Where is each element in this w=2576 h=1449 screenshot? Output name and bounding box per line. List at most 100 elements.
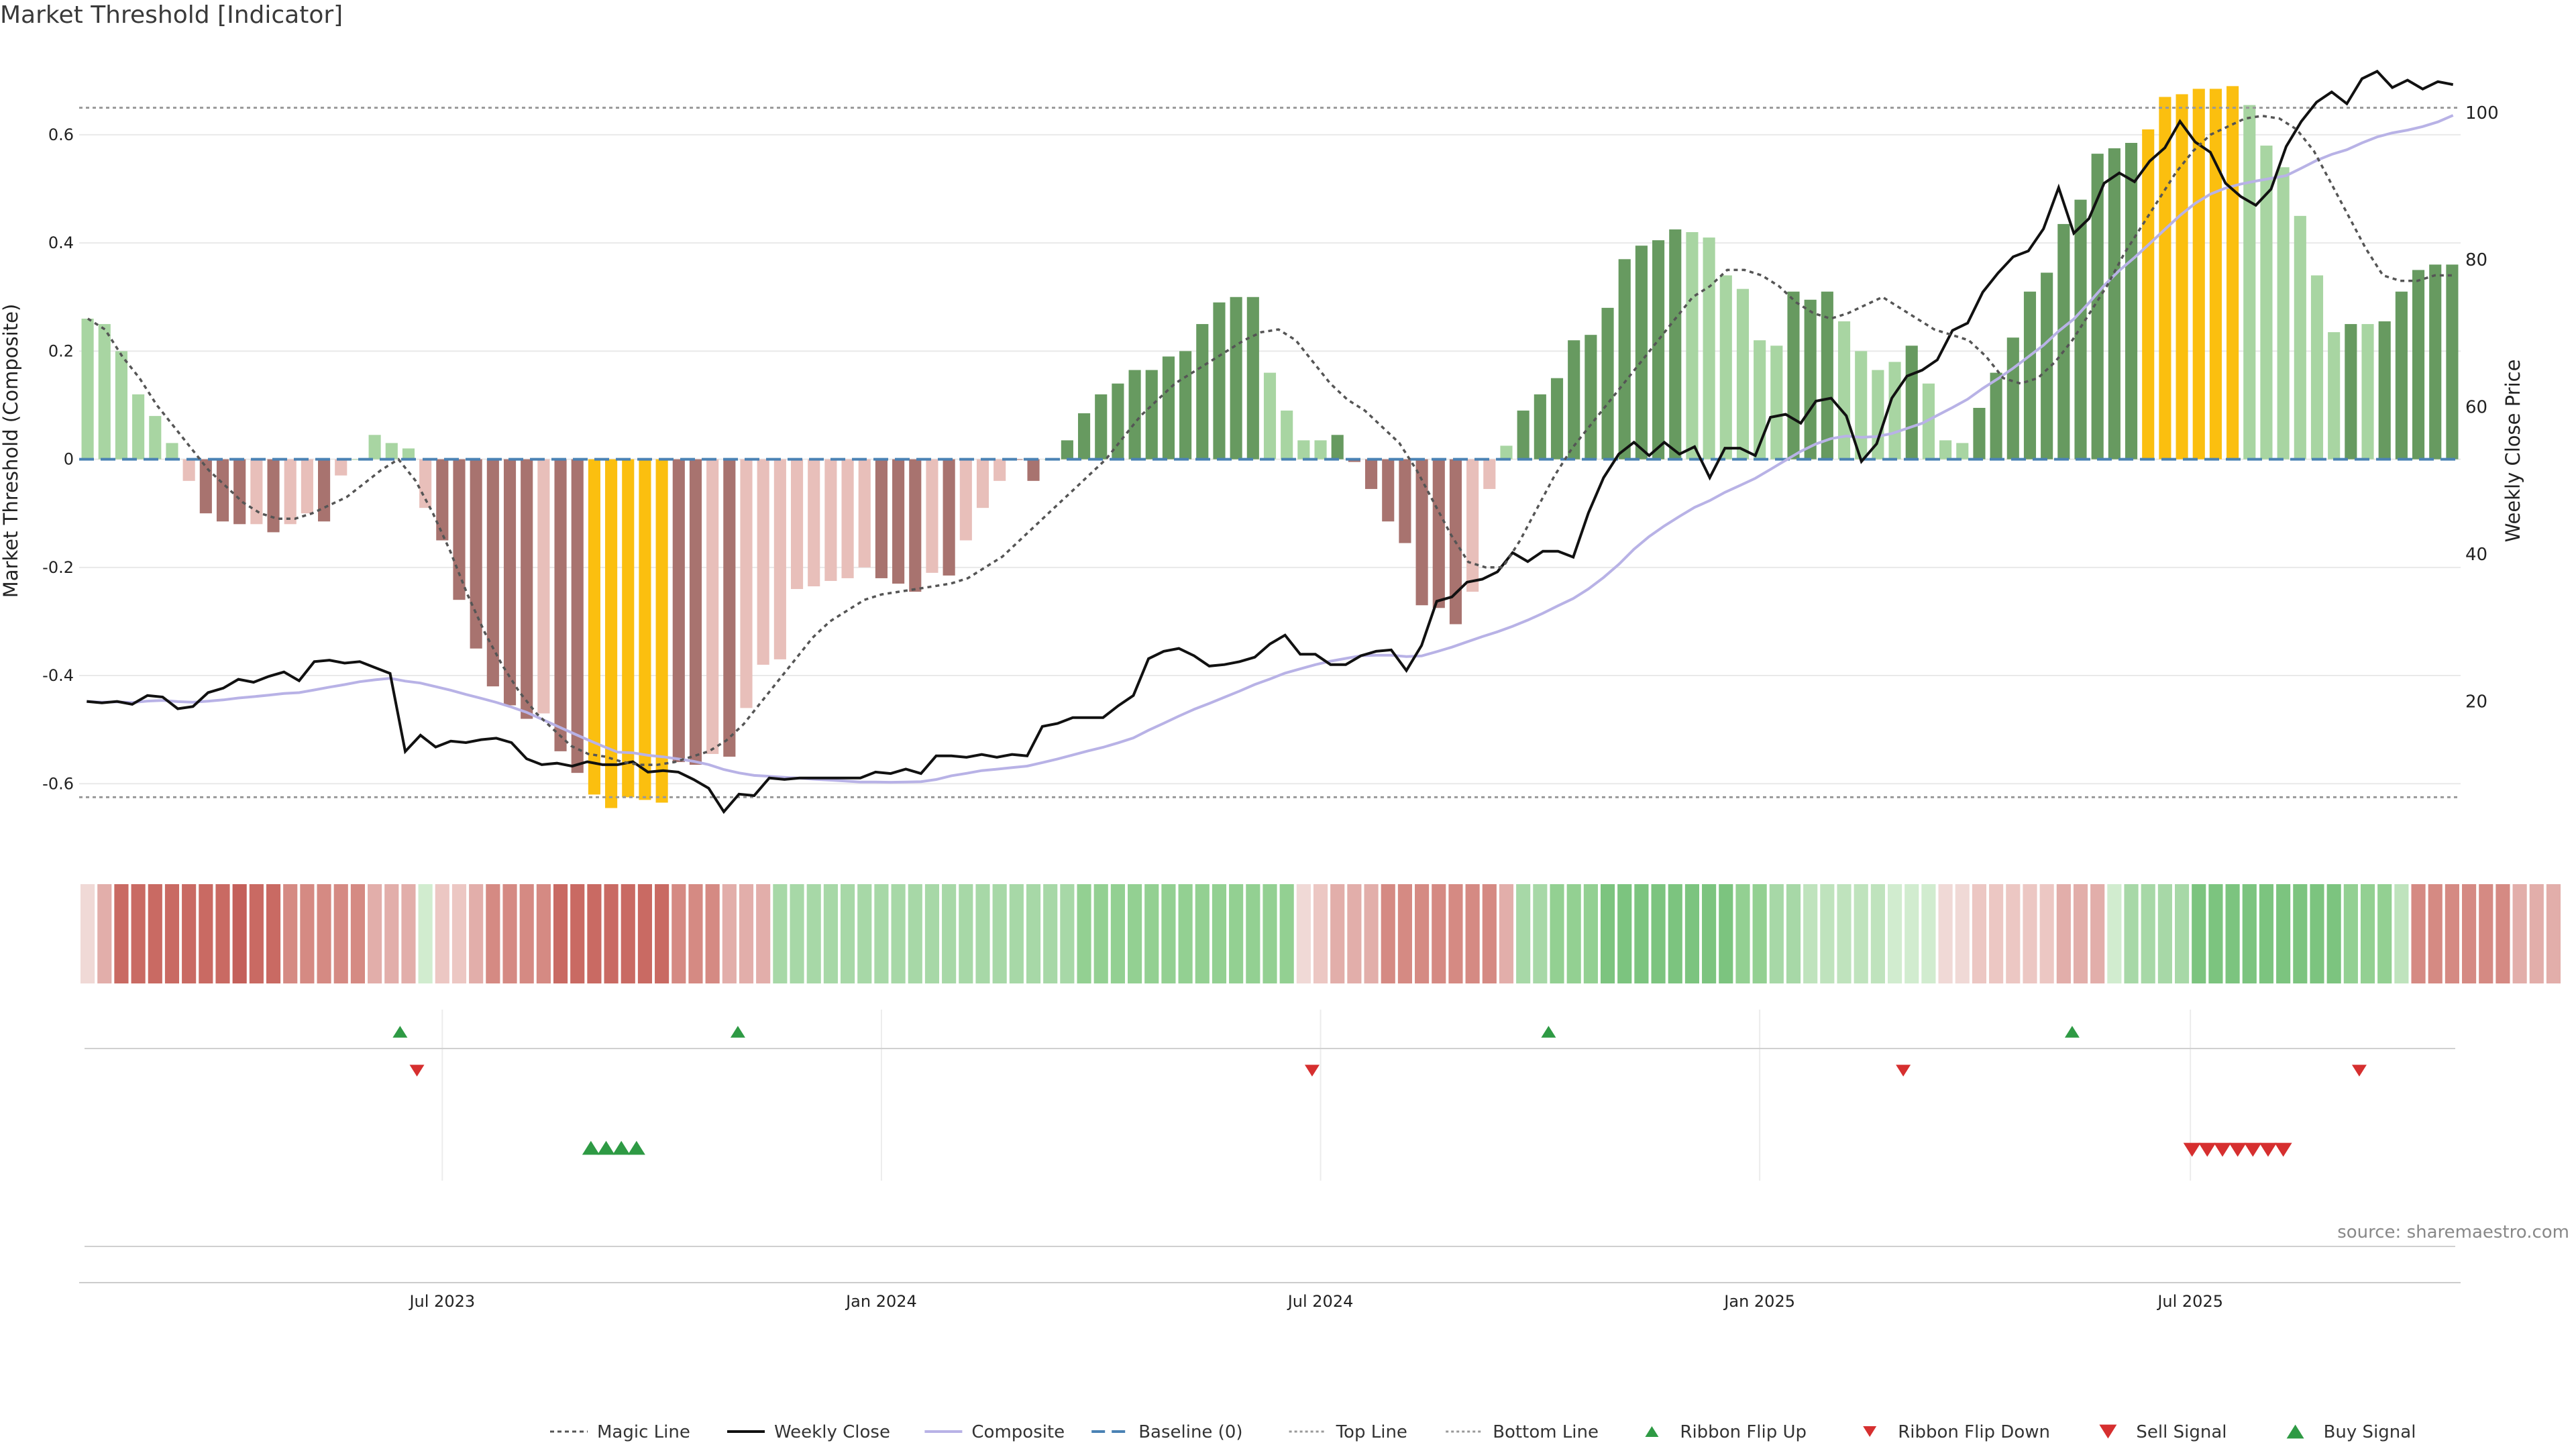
ribbon-segment bbox=[2546, 884, 2561, 983]
y-right-tick-label: 40 bbox=[2465, 545, 2487, 565]
ribbon-segment bbox=[1735, 884, 1750, 983]
composite-bar bbox=[605, 459, 618, 808]
composite-bar bbox=[2345, 324, 2357, 460]
ribbon-segment bbox=[2157, 884, 2172, 983]
x-tick-label: Jul 2023 bbox=[408, 1292, 475, 1311]
ribbon-segment bbox=[418, 884, 433, 983]
ribbon-flip-up-marker bbox=[392, 1026, 408, 1038]
composite-bar bbox=[1179, 351, 1192, 460]
composite-bar bbox=[1635, 246, 1648, 460]
composite-bar bbox=[689, 459, 702, 765]
ribbon-segment bbox=[823, 884, 838, 983]
ribbon-segment bbox=[553, 884, 568, 983]
composite-bar bbox=[2378, 321, 2391, 460]
composite-bar bbox=[301, 459, 313, 514]
ribbon-segment bbox=[1195, 884, 1210, 983]
ribbon-segment bbox=[1026, 884, 1041, 983]
ribbon-segment bbox=[1938, 884, 1953, 983]
legend-label: Magic Line bbox=[597, 1422, 690, 1442]
legend-label: Ribbon Flip Down bbox=[1898, 1422, 2050, 1442]
ribbon-segment bbox=[1263, 884, 1277, 983]
composite-bar bbox=[790, 459, 804, 590]
ribbon-segment bbox=[942, 884, 957, 983]
composite-bar bbox=[250, 459, 263, 525]
ribbon-segment bbox=[2259, 884, 2274, 983]
composite-bar bbox=[909, 459, 922, 592]
source-credit: source: sharemaestro.com bbox=[2337, 1222, 2569, 1242]
ribbon-segment bbox=[1803, 884, 1818, 983]
ribbon-segment bbox=[2377, 884, 2392, 983]
composite-bar bbox=[1754, 340, 1766, 460]
composite-bar bbox=[2057, 223, 2070, 460]
ribbon-segment bbox=[1684, 884, 1700, 983]
y-right-tick-label: 20 bbox=[2465, 692, 2487, 712]
ribbon-segment bbox=[536, 884, 551, 983]
ribbon-flip-down-marker bbox=[1896, 1065, 1911, 1077]
composite-bar bbox=[2041, 272, 2053, 460]
ribbon-segment bbox=[2512, 884, 2527, 983]
composite-bar bbox=[1585, 335, 1597, 460]
legend-label: Ribbon Flip Up bbox=[1680, 1422, 1807, 1442]
ribbon-segment bbox=[2310, 884, 2324, 983]
ribbon-segment bbox=[874, 884, 889, 983]
composite-bar bbox=[1669, 229, 1682, 460]
ribbon-segment bbox=[1397, 884, 1412, 983]
ribbon-segment bbox=[131, 884, 146, 983]
ribbon-flip-down-marker bbox=[2351, 1065, 2367, 1077]
composite-bar bbox=[1230, 297, 1242, 460]
composite-bar bbox=[1855, 351, 1868, 460]
ribbon-segment bbox=[621, 884, 635, 983]
composite-bar bbox=[1568, 340, 1580, 460]
y-right-tick-label: 60 bbox=[2465, 398, 2487, 418]
composite-bar bbox=[503, 459, 517, 706]
ribbon-segment bbox=[1870, 884, 1885, 983]
composite-line bbox=[87, 114, 2454, 784]
composite-bar bbox=[943, 459, 955, 576]
composite-bar bbox=[1246, 297, 1259, 460]
ribbon-segment bbox=[1077, 884, 1091, 983]
composite-bar bbox=[436, 459, 449, 541]
ribbon-segment bbox=[80, 884, 95, 983]
composite-bar bbox=[1905, 345, 1918, 460]
ribbon-flip-up-marker bbox=[2064, 1026, 2080, 1038]
sell-signal-marker bbox=[2198, 1142, 2216, 1157]
ribbon-segment bbox=[1279, 884, 1294, 983]
ribbon-segment bbox=[1550, 884, 1564, 983]
ribbon-segment bbox=[2242, 884, 2257, 983]
ribbon-segment bbox=[1009, 884, 1024, 983]
composite-bar bbox=[1213, 302, 1226, 460]
sell-signal-marker bbox=[2259, 1142, 2277, 1157]
composite-bar bbox=[2091, 154, 2104, 460]
ribbon-segment bbox=[232, 884, 247, 983]
ribbon-segment bbox=[1330, 884, 1345, 983]
ribbon-segment bbox=[2225, 884, 2240, 983]
composite-bar bbox=[1517, 411, 1529, 460]
composite-bar bbox=[335, 459, 347, 476]
composite-bar bbox=[2142, 129, 2155, 460]
ribbon-segment bbox=[1820, 884, 1835, 983]
buy-signal-marker bbox=[627, 1140, 645, 1155]
legend-label: Baseline (0) bbox=[1138, 1422, 1242, 1442]
ribbon-segment bbox=[350, 884, 365, 983]
composite-bar bbox=[2395, 291, 2408, 460]
legend-sell-swatch bbox=[2099, 1424, 2117, 1439]
composite-bar bbox=[1719, 275, 1732, 460]
legend-item-composite: Composite bbox=[924, 1422, 1065, 1442]
ribbon-segment bbox=[1533, 884, 1548, 983]
ribbon-segment bbox=[857, 884, 872, 983]
ribbon-segment bbox=[1651, 884, 1666, 983]
legend-item-baseline: Baseline (0) bbox=[1091, 1422, 1243, 1442]
ribbon-segment bbox=[317, 884, 331, 983]
composite-bar bbox=[1483, 459, 1496, 489]
buy-signal-marker bbox=[582, 1140, 600, 1155]
ribbon-segment bbox=[570, 884, 585, 983]
composite-bar bbox=[2361, 324, 2374, 460]
composite-bar bbox=[2108, 148, 2121, 460]
ribbon-segment bbox=[1719, 884, 1733, 983]
legend-label: Top Line bbox=[1336, 1422, 1407, 1442]
composite-bar bbox=[892, 459, 905, 584]
ribbon-segment bbox=[114, 884, 129, 983]
ribbon-flip-up-marker bbox=[1541, 1026, 1556, 1038]
y-left-tick-label: -0.4 bbox=[42, 666, 74, 685]
ribbon-segment bbox=[1246, 884, 1260, 983]
